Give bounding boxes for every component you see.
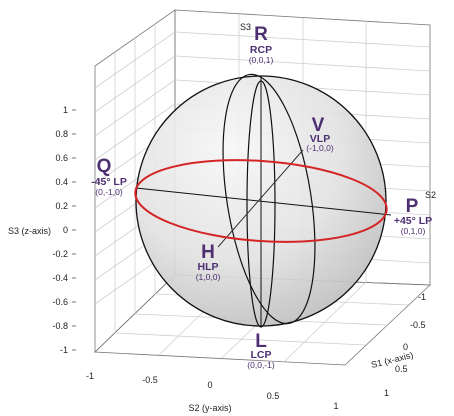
z-axis-ticks: 1 0.8 0.6 0.4 0.2 0 -0.2 -0.4 -0.6 -0.8 … [8,105,76,355]
top-axis-label: S3 [240,22,251,32]
right-axis-label: S2 [425,190,436,200]
z-tick-label: 0.8 [55,129,68,139]
x-tick-label: 0.5 [395,364,408,374]
point-letter: H [201,242,215,263]
point-letter: Q [97,156,112,177]
y-axis-label: S2 (y-axis) [188,403,231,413]
s2-axis-line [135,187,392,216]
point-l: L LCP (0,0,-1) [247,331,275,370]
point-coords: (-1,0,0) [306,143,334,153]
point-r: R RCP (0,0,1) [249,24,274,65]
point-coords: (0,-1,0) [95,187,123,197]
z-tick-label: 0.6 [55,153,68,163]
y-tick-label: -0.5 [142,375,158,385]
z-tick-label: 1 [63,105,68,115]
y-tick-label: 0 [207,380,212,390]
tilted-meridian-circle [222,73,316,325]
z-tick-label: -0.2 [52,249,68,259]
x-tick-label: -0.5 [410,320,426,330]
z-axis-label: S3 (z-axis) [8,226,51,236]
point-coords: (1,0,0) [196,272,221,282]
point-coords: (0,0,-1) [247,360,275,370]
z-tick-label: 0.2 [55,201,68,211]
point-q: Q -45° LP (0,-1,0) [91,156,127,197]
point-letter: L [255,331,267,352]
point-letter: P [406,196,419,217]
point-name: -45° LP [91,176,127,188]
point-letter: V [312,115,325,136]
point-name: HLP [198,261,219,273]
point-v: V VLP (-1,0,0) [306,115,334,153]
point-coords: (0,1,0) [401,226,426,236]
point-name: LCP [251,349,272,361]
y-tick-label: -1 [86,371,94,381]
z-tick-label: -1 [60,345,68,355]
x-axis-ticks: -1 -0.5 0 0.5 1 S1 (x-axis) [370,292,426,398]
poincare-sphere [134,73,392,328]
y-axis-ticks: -1 -0.5 0 0.5 1 S2 (y-axis) [86,371,339,413]
point-name: +45° LP [394,215,432,227]
point-coords: (0,0,1) [249,55,274,65]
z-tick-label: 0 [63,225,68,235]
point-name: VLP [310,133,330,145]
x-tick-label: 0 [403,342,408,352]
point-letter: R [254,24,268,45]
point-h: H HLP (1,0,0) [196,242,221,282]
point-name: RCP [250,44,272,56]
y-tick-label: 1 [333,401,338,411]
equator-circle [134,159,388,243]
z-tick-label: 0.4 [55,177,68,187]
x-tick-label: -1 [418,292,426,302]
point-p: P +45° LP (0,1,0) [394,196,432,236]
z-tick-label: -0.8 [52,321,68,331]
z-tick-label: -0.4 [52,273,68,283]
x-tick-label: 1 [384,388,389,398]
y-tick-label: 0.5 [267,391,280,401]
x-axis-label: S1 (x-axis) [370,350,414,370]
z-tick-label: -0.6 [52,297,68,307]
